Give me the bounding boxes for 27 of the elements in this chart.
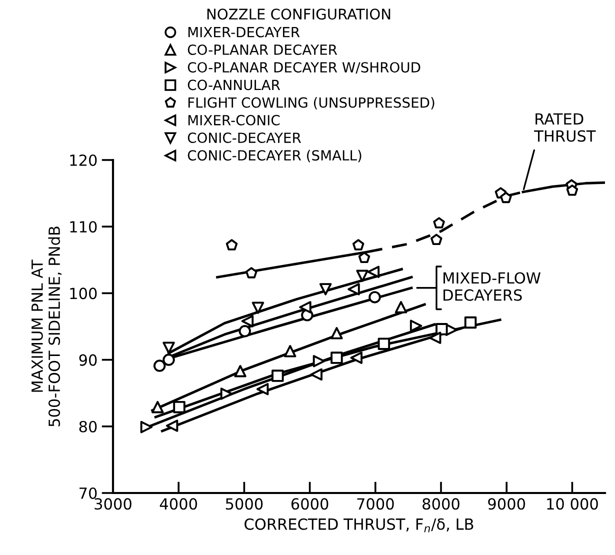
x-tick-label: 7000 (357, 498, 394, 510)
y-tick-label: 70 (80, 487, 97, 500)
x-tick-label: 6000 (291, 498, 328, 510)
legend-label: CONIC-DECAYER (SMALL) (188, 150, 362, 162)
legend-label: CO-ANNULAR (188, 80, 280, 90)
legend-label: MIXER-CONIC (188, 114, 280, 126)
x-axis-title: CORRECTED THRUST, F$_{n}$/δ, LB (244, 518, 474, 532)
x-tick-label: 5000 (226, 498, 263, 510)
legend-label: CONIC-DECAYER (188, 132, 302, 144)
legend-label: MIXER-DECAYER (188, 26, 300, 38)
annotation: MIXED-FLOW DECAYERS (444, 272, 540, 301)
legend-title: NOZZLE CONFIGURATION (207, 8, 390, 20)
y-tick-label: 110 (70, 221, 97, 233)
legend-label: FLIGHT COWLING (UNSUPPRESSED) (188, 97, 434, 110)
x-tick-label: 9000 (488, 498, 526, 510)
x-tick-label: 4000 (160, 498, 198, 510)
y-axis-title: MAXIMUM PNL AT 500-FOOT SIDELINE, PNdB (32, 226, 62, 426)
y-tick-label: 100 (70, 288, 97, 300)
y-tick-label: 80 (79, 420, 97, 432)
x-tick-label: 3000 (94, 498, 132, 510)
annotation: RATED THRUST (534, 113, 596, 142)
y-tick-label: 120 (70, 154, 97, 166)
legend-label: CO-PLANAR DECAYER W/SHROUD (188, 62, 420, 74)
x-tick-label: 8000 (422, 498, 460, 510)
x-tick-label: 10 000 (547, 498, 598, 510)
legend-label: CO-PLANAR DECAYER (188, 44, 338, 55)
y-tick-label: 90 (79, 354, 97, 366)
